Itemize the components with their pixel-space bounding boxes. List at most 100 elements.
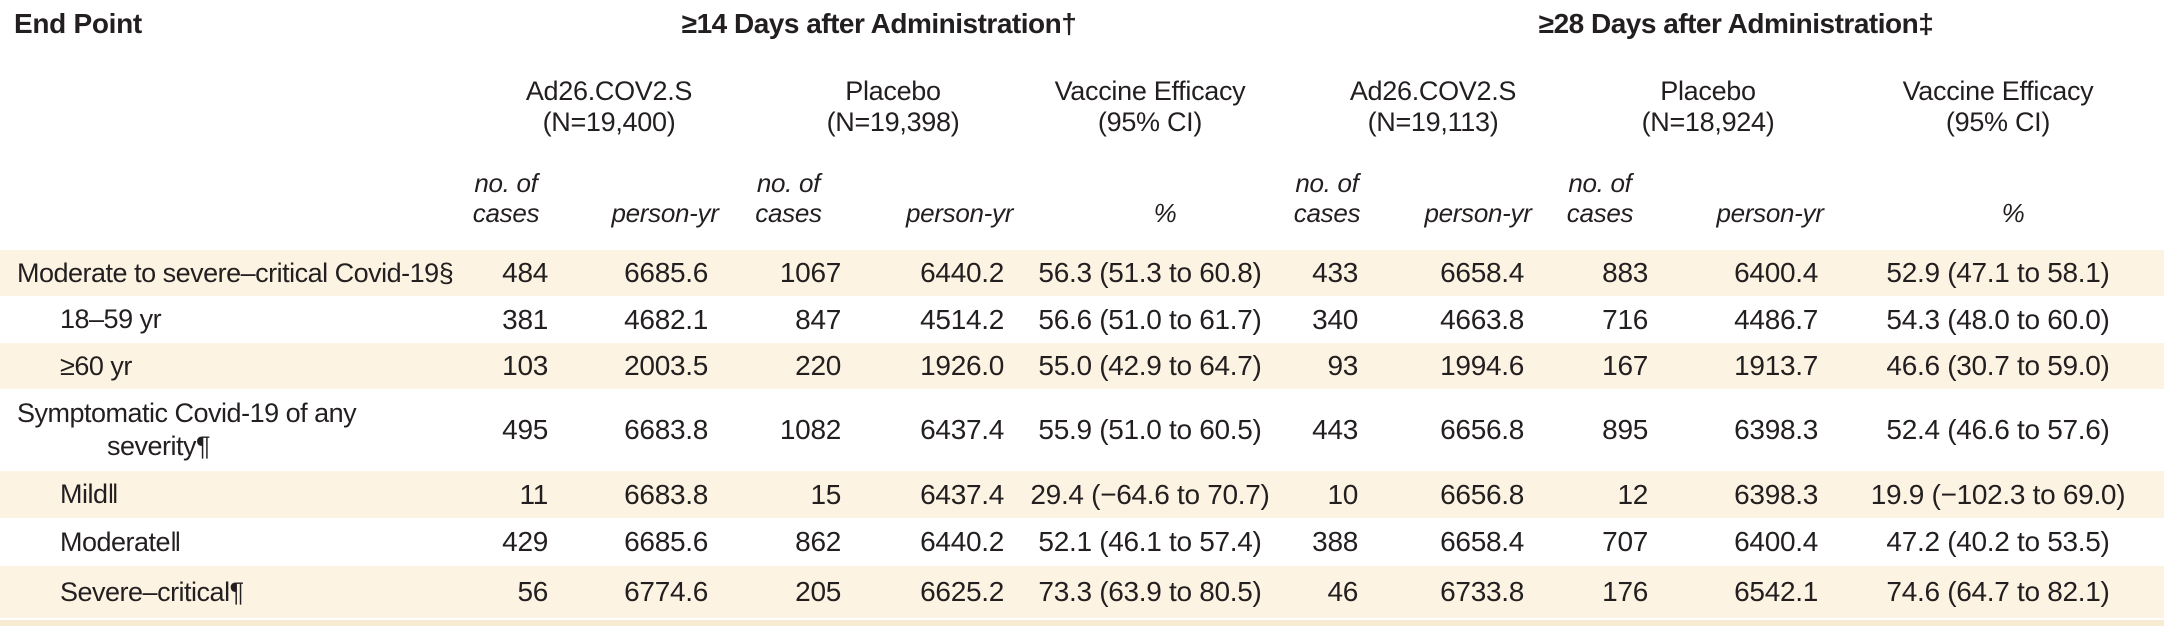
arm-n: (N=19,398) bbox=[826, 107, 960, 137]
person-yr-value: 4514.2 bbox=[920, 303, 1004, 335]
table-row: Moderate to severe–critical Covid-19§ 48… bbox=[0, 250, 2164, 296]
arm-name: Vaccine Efficacy bbox=[1054, 76, 1246, 106]
arm-header-placebo-28d: Placebo (N=18,924) bbox=[1538, 52, 1832, 140]
table-row: Severe–critical¶ 56 6774.6 205 6625.2 73… bbox=[0, 566, 2164, 618]
ve-value: 54.3 (48.0 to 60.0) bbox=[1886, 303, 2110, 335]
column-header-cases: no. of cases bbox=[472, 168, 540, 228]
table-row: Symptomatic Covid-19 of any severity¶ 49… bbox=[0, 389, 2164, 471]
arm-header-row: Ad26.COV2.S (N=19,400) Placebo (N=19,398… bbox=[0, 52, 2164, 140]
arm-header-vaccine-14d: Ad26.COV2.S (N=19,400) bbox=[450, 52, 722, 140]
spacer-cell bbox=[0, 140, 450, 250]
cases-value: 847 bbox=[795, 303, 841, 335]
row-label: ≥60 yr bbox=[60, 350, 132, 381]
cases-value: 443 bbox=[1312, 414, 1358, 445]
row-label: 18–59 yr bbox=[60, 304, 162, 334]
cases-value: 484 bbox=[502, 257, 548, 288]
row-label: Symptomatic Covid-19 of any severity¶ bbox=[17, 398, 357, 461]
cases-value: 103 bbox=[502, 350, 548, 381]
table-title-row: End Point ≥14 Days after Administration†… bbox=[0, 0, 2164, 52]
person-yr-value: 6733.8 bbox=[1440, 576, 1524, 607]
person-yr-value: 1913.7 bbox=[1734, 350, 1818, 381]
cases-value: 862 bbox=[795, 526, 841, 557]
arm-n: (N=19,400) bbox=[542, 107, 676, 137]
column-header-person-yr: person-yr bbox=[1716, 198, 1824, 228]
column-header-person-yr: person-yr bbox=[611, 198, 719, 228]
person-yr-value: 6656.8 bbox=[1440, 478, 1524, 510]
cases-value: 340 bbox=[1312, 303, 1358, 335]
table-row: ≥60 yr 103 2003.5 220 1926.0 55.0 (42.9 … bbox=[0, 343, 2164, 389]
arm-name: Vaccine Efficacy bbox=[1902, 76, 2094, 106]
cases-value: 1082 bbox=[779, 414, 841, 445]
row-label: Moderate to severe–critical Covid-19§ bbox=[17, 257, 454, 288]
arm-n: (95% CI) bbox=[1097, 107, 1203, 137]
person-yr-value: 6400.4 bbox=[1734, 526, 1818, 557]
ve-value: 47.2 (40.2 to 53.5) bbox=[1886, 526, 2110, 557]
cases-value: 433 bbox=[1312, 257, 1358, 288]
ve-value: 55.9 (51.0 to 60.5) bbox=[1038, 414, 1262, 445]
person-yr-value: 6685.6 bbox=[624, 526, 708, 557]
arm-header-placebo-14d: Placebo (N=19,398) bbox=[722, 52, 1018, 140]
person-yr-value: 2003.5 bbox=[624, 350, 708, 381]
cases-value: 11 bbox=[519, 478, 549, 510]
arm-header-ve-14d: Vaccine Efficacy (95% CI) bbox=[1018, 52, 1282, 140]
table-row: 18–59 yr 381 4682.1 847 4514.2 56.6 (51.… bbox=[0, 296, 2164, 343]
ve-value: 29.4 (−64.6 to 70.7) bbox=[1030, 478, 1270, 510]
arm-n: (N=19,113) bbox=[1367, 107, 1499, 137]
cases-value: 12 bbox=[1617, 478, 1648, 510]
cases-value: 46 bbox=[1327, 576, 1358, 607]
ve-value: 52.4 (46.6 to 57.6) bbox=[1886, 414, 2110, 445]
cases-value: 205 bbox=[795, 576, 841, 607]
person-yr-value: 6685.6 bbox=[624, 257, 708, 288]
person-yr-value: 6683.8 bbox=[624, 478, 708, 510]
cases-value: 93 bbox=[1327, 350, 1358, 381]
column-header-row: no. of cases person-yr no. of cases person… bbox=[0, 140, 2164, 250]
ve-value: 74.6 (64.7 to 82.1) bbox=[1886, 576, 2110, 607]
ve-value: 19.9 (−102.3 to 69.0) bbox=[1870, 478, 2126, 510]
cases-value: 176 bbox=[1602, 576, 1648, 607]
cases-value: 15 bbox=[810, 478, 841, 510]
cases-value: 56 bbox=[517, 576, 548, 607]
table-row: Mild‖ 11 6683.8 15 6437.4 29.4 (−64.6 to… bbox=[0, 471, 2164, 518]
endpoint-column-header: End Point bbox=[14, 8, 142, 39]
arm-n: (N=18,924) bbox=[1641, 107, 1775, 137]
cases-value: 707 bbox=[1602, 526, 1648, 557]
person-yr-value: 6658.4 bbox=[1440, 257, 1524, 288]
group-header-28-days: ≥28 Days after Administration‡ bbox=[1538, 8, 1934, 39]
column-header-cases: no. of cases bbox=[1293, 168, 1361, 228]
cases-value: 167 bbox=[1602, 350, 1648, 381]
arm-name: Placebo bbox=[1660, 76, 1756, 106]
person-yr-value: 6398.3 bbox=[1734, 414, 1818, 445]
person-yr-value: 6683.8 bbox=[624, 414, 708, 445]
table-bottom-edge bbox=[0, 618, 2164, 626]
column-header-person-yr: person-yr bbox=[905, 198, 1014, 228]
person-yr-value: 6440.2 bbox=[920, 257, 1004, 288]
person-yr-value: 6400.4 bbox=[1734, 257, 1818, 288]
person-yr-value: 1994.6 bbox=[1440, 350, 1524, 381]
ve-value: 56.3 (51.3 to 60.8) bbox=[1038, 257, 1262, 288]
ve-value: 56.6 (51.0 to 61.7) bbox=[1038, 303, 1262, 335]
person-yr-value: 1926.0 bbox=[920, 350, 1004, 381]
person-yr-value: 4682.1 bbox=[624, 303, 708, 335]
ve-value: 55.0 (42.9 to 64.7) bbox=[1038, 350, 1262, 381]
group-header-14-days: ≥14 Days after Administration† bbox=[681, 8, 1077, 39]
column-header-person-yr: person-yr bbox=[1424, 198, 1532, 228]
cases-value: 220 bbox=[795, 350, 841, 381]
person-yr-value: 6398.3 bbox=[1734, 478, 1818, 510]
person-yr-value: 6437.4 bbox=[920, 478, 1004, 510]
arm-n: (95% CI) bbox=[1945, 107, 2051, 137]
person-yr-value: 4663.8 bbox=[1440, 303, 1524, 335]
column-header-cases: no. of cases bbox=[755, 168, 822, 228]
cases-value: 10 bbox=[1327, 478, 1358, 510]
cases-value: 895 bbox=[1602, 414, 1648, 445]
cases-value: 1067 bbox=[779, 257, 841, 288]
person-yr-value: 6437.4 bbox=[920, 414, 1004, 445]
table-row: Moderate‖ 429 6685.6 862 6440.2 52.1 (46… bbox=[0, 518, 2164, 566]
row-label: Mild‖ bbox=[60, 479, 119, 509]
cases-value: 495 bbox=[502, 414, 548, 445]
cases-value: 388 bbox=[1312, 526, 1358, 557]
person-yr-value: 6656.8 bbox=[1440, 414, 1524, 445]
arm-name: Ad26.COV2.S bbox=[525, 76, 693, 106]
arm-header-ve-28d: Vaccine Efficacy (95% CI) bbox=[1832, 52, 2164, 140]
arm-header-vaccine-28d: Ad26.COV2.S (N=19,113) bbox=[1282, 52, 1538, 140]
